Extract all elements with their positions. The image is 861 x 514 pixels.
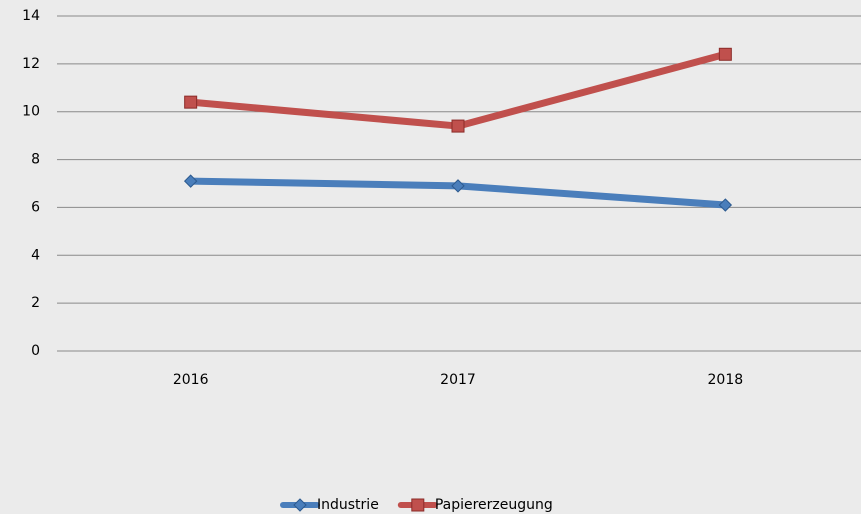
x-tick-label: 2016 [173,372,209,388]
x-tick-label: 2017 [440,372,476,388]
legend-marker [411,498,425,512]
marker [184,95,198,109]
y-tick-label: 12 [22,56,40,72]
y-tick-label: 2 [31,295,40,311]
y-tick-label: 14 [22,8,40,24]
y-tick-label: 4 [31,247,40,263]
legend-label: Papiererzeugung [435,497,553,513]
marker [451,119,465,133]
x-tick-label: 2018 [708,372,744,388]
y-tick-label: 10 [22,104,40,120]
y-tick-label: 6 [31,199,40,215]
marker [451,179,465,193]
legend-marker [293,498,307,512]
marker [718,47,732,61]
y-tick-label: 8 [31,152,40,168]
y-tick-label: 0 [31,343,40,359]
marker [183,174,198,188]
legend-label: Industrie [317,497,379,513]
marker [718,198,733,212]
